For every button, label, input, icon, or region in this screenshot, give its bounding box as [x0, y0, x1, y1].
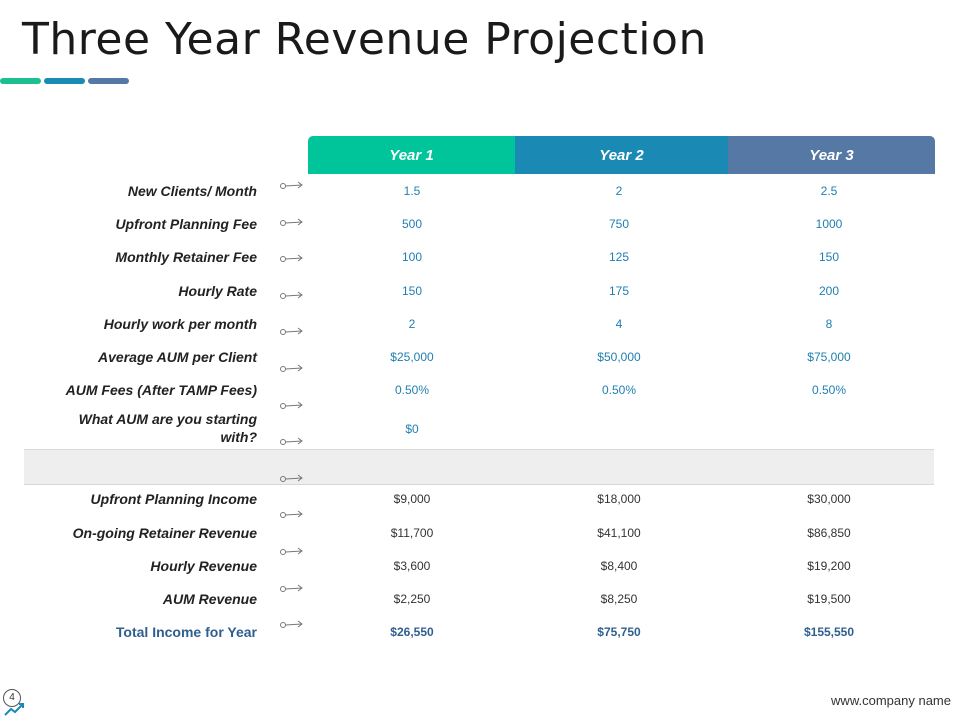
- row-label-hourly-work: Hourly work per month: [103, 316, 257, 332]
- row-label-hourly-rate: Hourly Rate: [178, 283, 257, 299]
- value-cell: 175: [608, 284, 630, 298]
- value-cell: 750: [608, 217, 630, 231]
- connector-arrow-icon: [280, 181, 304, 191]
- connector-arrow-icon: [280, 620, 304, 630]
- connector-arrow-icon: [280, 474, 304, 484]
- value-cell: 0.50%: [601, 383, 637, 397]
- value-cell: $41,100: [597, 526, 641, 540]
- header-year-3: Year 3: [728, 136, 935, 174]
- total-value-cell: $155,550: [803, 625, 855, 639]
- connector-arrow-icon: [280, 291, 304, 301]
- value-cell: $75,000: [807, 350, 851, 364]
- connector-arrow-icon: [280, 547, 304, 557]
- row-label-retainer-revenue: On-going Retainer Revenue: [72, 525, 257, 541]
- row-label-upfront-fee: Upfront Planning Fee: [115, 216, 257, 232]
- row-label-aum-fees: AUM Fees (After TAMP Fees): [65, 382, 257, 398]
- connector-arrow-icon: [280, 364, 304, 374]
- value-cell: $2,250: [393, 592, 431, 606]
- accent-bar-green: [0, 78, 41, 84]
- value-cell: 0.50%: [811, 383, 847, 397]
- row-label-hourly-revenue: Hourly Revenue: [150, 558, 257, 574]
- value-cell: $19,200: [807, 559, 851, 573]
- value-cell: $11,700: [390, 526, 434, 540]
- value-cell: $8,250: [600, 592, 638, 606]
- value-cell: 150: [818, 250, 840, 264]
- value-cell: 150: [401, 284, 423, 298]
- value-cell: 4: [615, 317, 623, 331]
- footer-website: www.company name: [831, 693, 951, 708]
- connector-arrow-icon: [280, 401, 304, 411]
- value-cell: 500: [401, 217, 423, 231]
- header-year-1: Year 1: [308, 136, 515, 174]
- row-label-upfront-income: Upfront Planning Income: [90, 491, 257, 507]
- value-cell: 200: [818, 284, 840, 298]
- page-number: 4: [3, 689, 21, 707]
- title-underline: [0, 78, 130, 84]
- page-title: Three Year Revenue Projection: [22, 14, 707, 65]
- value-cell: $3,600: [393, 559, 431, 573]
- value-cell: 100: [401, 250, 423, 264]
- value-cell: 8: [825, 317, 833, 331]
- value-cell: 125: [608, 250, 630, 264]
- value-cell: 1000: [815, 217, 843, 231]
- total-value-cell: $26,550: [390, 625, 434, 639]
- connector-arrow-icon: [280, 327, 304, 337]
- connector-arrow-icon: [280, 254, 304, 264]
- trend-up-icon: [4, 701, 26, 722]
- value-cell: $18,000: [597, 492, 641, 506]
- connector-arrow-icon: [280, 584, 304, 594]
- value-cell: $9,000: [393, 492, 431, 506]
- connector-arrow-icon: [280, 510, 304, 520]
- value-cell: $0: [405, 422, 419, 436]
- value-cell: 1.5: [403, 184, 421, 198]
- value-cell: $19,500: [807, 592, 851, 606]
- separator-row: [24, 449, 934, 485]
- row-label-total-income: Total Income for Year: [115, 624, 257, 640]
- value-cell: $50,000: [597, 350, 641, 364]
- accent-bar-slate: [88, 78, 129, 84]
- row-label-starting-aum-line1: What AUM are you starting: [78, 411, 257, 427]
- row-label-retainer-fee: Monthly Retainer Fee: [115, 249, 257, 265]
- value-cell: $30,000: [807, 492, 851, 506]
- value-cell: 2: [615, 184, 623, 198]
- row-label-new-clients: New Clients/ Month: [127, 183, 257, 199]
- row-label-aum-revenue: AUM Revenue: [162, 591, 257, 607]
- row-label-average-aum: Average AUM per Client: [98, 349, 257, 365]
- value-cell: 2: [408, 317, 416, 331]
- value-cell: 2.5: [820, 184, 838, 198]
- header-year-2: Year 2: [515, 136, 728, 174]
- value-cell: $86,850: [807, 526, 851, 540]
- total-value-cell: $75,750: [597, 625, 641, 639]
- row-label-starting-aum-line2: with?: [220, 429, 257, 445]
- value-cell: $25,000: [390, 350, 434, 364]
- value-cell: $8,400: [600, 559, 638, 573]
- value-cell: 0.50%: [394, 383, 430, 397]
- connector-arrow-icon: [280, 218, 304, 228]
- connector-arrow-icon: [280, 437, 304, 447]
- accent-bar-blue: [44, 78, 85, 84]
